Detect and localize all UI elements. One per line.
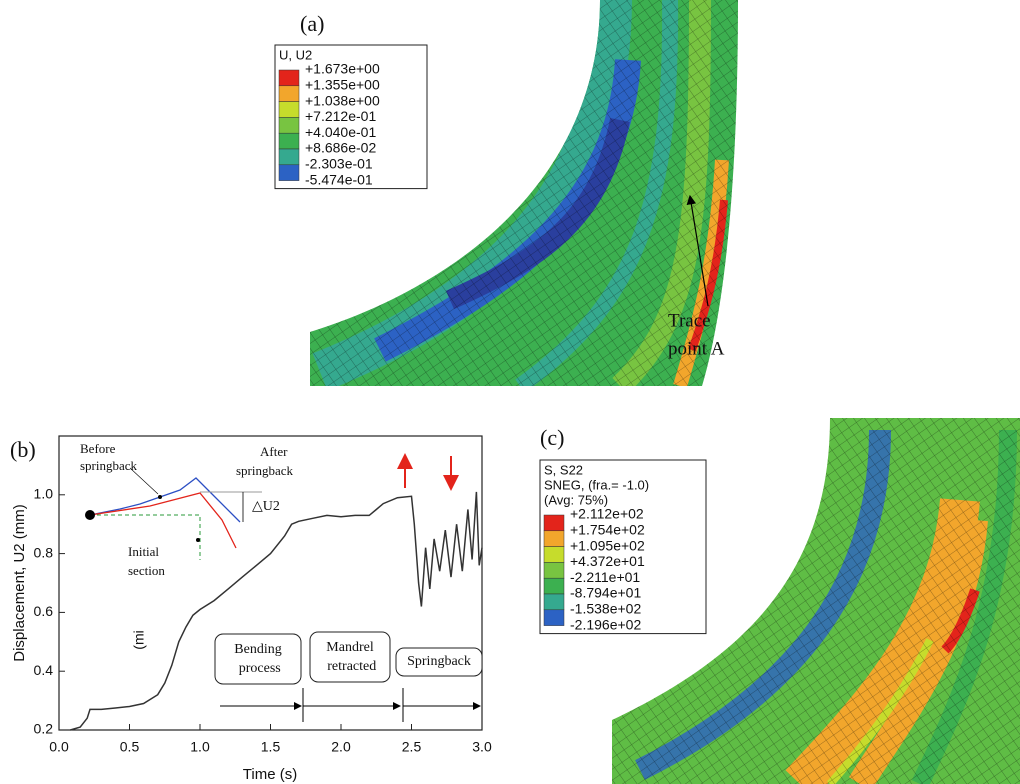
- panel-label: (a): [300, 11, 324, 36]
- inset-label: springback: [236, 463, 294, 478]
- inset-label: Initial: [128, 544, 159, 559]
- inset-label: After: [260, 444, 288, 459]
- legend-value: +1.673e+00: [305, 61, 380, 77]
- phase-box: [395, 647, 483, 677]
- annotation: Trace: [668, 310, 711, 331]
- legend-value: -2.196e+02: [570, 616, 641, 632]
- chart: (b) Time (s) Displacement, U2 (mm) (mi B…: [10, 435, 492, 783]
- phase-label: Mandrel retracted: [324, 640, 376, 674]
- data-line: [70, 491, 483, 731]
- phase-box: [214, 633, 302, 685]
- legend-box: [539, 459, 707, 635]
- x-tick-label: 0.5: [120, 739, 140, 755]
- legend-swatch: [543, 609, 565, 626]
- inset-label: △U2: [252, 499, 280, 514]
- inset-sketch: [85, 467, 262, 560]
- annotation: point A: [668, 338, 725, 359]
- legend-value: +4.040e-01: [305, 124, 376, 140]
- y-tick-label: 0.8: [34, 544, 54, 560]
- phase-label: Springback: [407, 654, 471, 669]
- legend-value: -2.303e-01: [305, 156, 373, 172]
- legend-title: U, U2: [279, 47, 312, 62]
- legend-swatch: [278, 85, 300, 102]
- legend-swatch: [543, 593, 565, 611]
- y-tick-label: 0.2: [34, 721, 54, 737]
- legend-value: -2.211e+01: [570, 569, 640, 585]
- legend-value: +7.212e-01: [305, 108, 376, 124]
- legend-title: SNEG, (fra.= -1.0): [544, 477, 649, 492]
- panel-label: (b): [10, 437, 36, 462]
- y-axis-label: Displacement, U2 (mm): [11, 504, 28, 662]
- legend-swatch: [543, 562, 565, 579]
- phase-label: Bending process: [234, 642, 281, 676]
- legend-title: (Avg: 75%): [544, 492, 608, 507]
- legend-swatch: [278, 148, 300, 166]
- pointer-arrow: [686, 194, 709, 307]
- legend-swatch: [278, 164, 300, 181]
- legend-value: +1.355e+00: [305, 77, 380, 93]
- legend-swatch: [543, 514, 565, 532]
- legend-value: +4.372e+01: [570, 553, 645, 569]
- x-tick-label: 1.5: [261, 739, 281, 755]
- legend-swatch: [543, 546, 565, 563]
- y-tick-label: 1.0: [34, 486, 54, 502]
- legend-value: -5.474e-01: [305, 171, 373, 187]
- legend-swatch: [543, 530, 565, 547]
- inset-label: Before: [80, 441, 116, 456]
- legend-value: +1.038e+00: [305, 92, 380, 108]
- y-tick-label: 0.6: [34, 603, 54, 619]
- legend-a: U, U2+1.673e+00+1.355e+00+1.038e+00+7.21…: [274, 44, 428, 190]
- legend-value: +1.095e+02: [570, 537, 645, 553]
- x-tick-label: 1.0: [190, 739, 210, 755]
- x-tick-label: 0.0: [49, 739, 69, 755]
- legend-value: +1.754e+02: [570, 522, 645, 538]
- legend-swatch: [278, 117, 300, 134]
- x-tick-label: 3.0: [472, 739, 492, 755]
- stray-text: (mi: [131, 630, 147, 649]
- legend-title: S, S22: [544, 462, 583, 477]
- phase-box: [309, 631, 391, 683]
- panel-label: (c): [540, 425, 564, 450]
- legend-value: +2.112e+02: [570, 506, 644, 522]
- y-tick-label: 0.4: [34, 662, 54, 678]
- inset-label: springback: [80, 458, 138, 473]
- inset-label: section: [128, 563, 165, 578]
- legend-swatch: [278, 132, 300, 150]
- legend-value: +8.686e-02: [305, 140, 376, 156]
- x-tick-label: 2.5: [402, 739, 422, 755]
- legend-box: [274, 44, 428, 190]
- x-axis-label: Time (s): [243, 766, 297, 783]
- x-tick-label: 2.0: [331, 739, 351, 755]
- legend-swatch: [278, 69, 300, 87]
- legend-swatch: [278, 101, 300, 118]
- legend-value: -1.538e+02: [570, 601, 641, 617]
- legend-value: -8.794e+01: [570, 585, 641, 601]
- legend-swatch: [543, 577, 565, 595]
